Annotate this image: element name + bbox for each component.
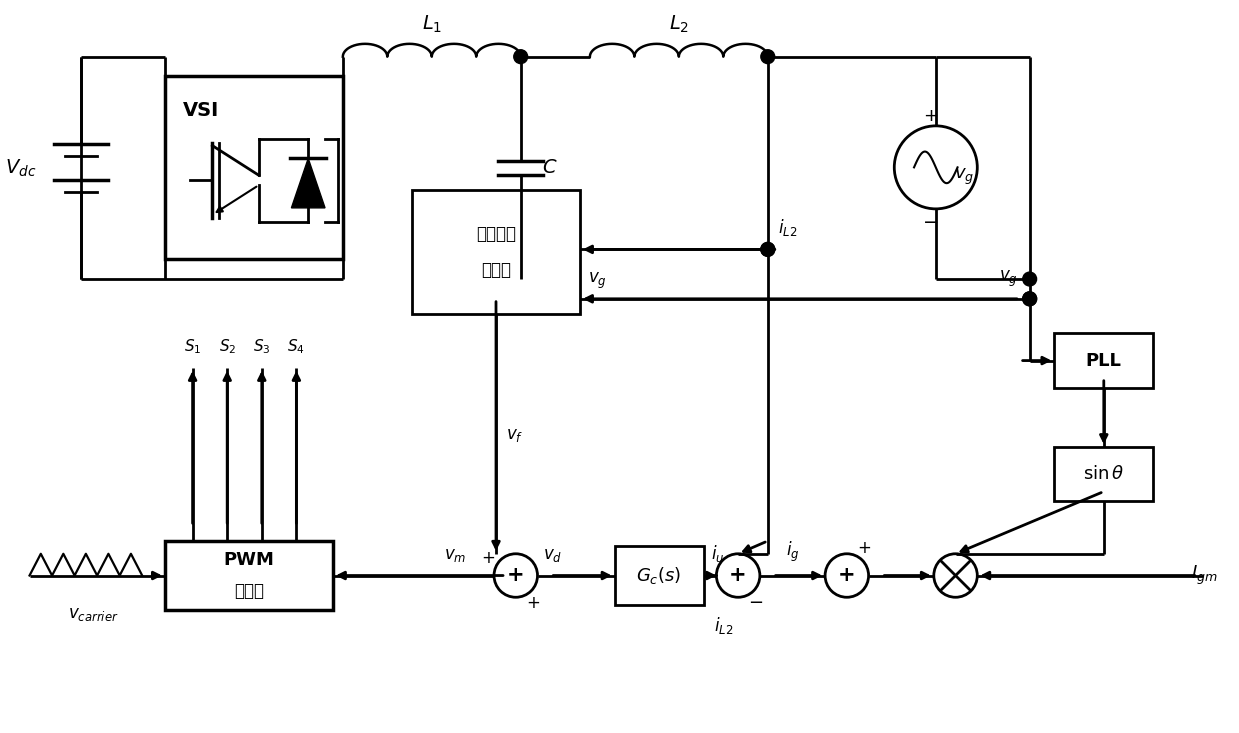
Bar (1054, 334, 1154, 388)
Bar (1054, 447, 1154, 501)
Text: $i_{L2}$: $i_{L2}$ (778, 216, 797, 237)
Circle shape (514, 272, 528, 286)
Text: $v_g$: $v_g$ (589, 270, 607, 291)
Text: $v_g$: $v_g$ (999, 269, 1017, 289)
Text: −: − (923, 213, 939, 232)
Text: $v_m$: $v_m$ (444, 545, 466, 564)
Text: $G_c(s)$: $G_c(s)$ (637, 565, 681, 586)
Circle shape (1022, 292, 1037, 306)
Bar (615, 546, 704, 605)
Text: +: + (857, 539, 871, 557)
Text: 调制器: 调制器 (234, 582, 264, 600)
Text: $S_2$: $S_2$ (218, 337, 235, 356)
Bar (413, 190, 580, 314)
Circle shape (761, 243, 774, 257)
Circle shape (761, 50, 774, 64)
Text: $v_{carrier}$: $v_{carrier}$ (68, 605, 119, 623)
Circle shape (514, 50, 528, 64)
Text: $i_u$: $i_u$ (711, 542, 725, 564)
Text: +: + (923, 107, 938, 125)
Text: VSI: VSI (182, 101, 219, 120)
Circle shape (1022, 292, 1037, 306)
Text: $V_{dc}$: $V_{dc}$ (5, 157, 36, 179)
Text: $i_{L2}$: $i_{L2}$ (714, 615, 733, 636)
Bar (165, 541, 333, 610)
Text: $v_f$: $v_f$ (506, 426, 523, 443)
Text: $v_d$: $v_d$ (544, 545, 563, 564)
Text: −: − (748, 594, 763, 612)
Circle shape (761, 243, 774, 257)
Text: $i_g$: $i_g$ (786, 539, 799, 564)
Text: $C$: $C$ (543, 158, 558, 177)
Text: 估测器: 估测器 (481, 261, 510, 279)
Text: +: + (729, 565, 746, 585)
Text: $L_2$: $L_2$ (669, 14, 689, 35)
Text: PWM: PWM (223, 550, 274, 569)
Text: $S_3$: $S_3$ (253, 337, 270, 356)
Text: +: + (838, 565, 855, 585)
Text: $\sin\theta$: $\sin\theta$ (1083, 465, 1125, 483)
Text: +: + (527, 594, 540, 612)
Text: 前馈信号: 前馈信号 (476, 225, 515, 243)
Text: $L_1$: $L_1$ (421, 14, 442, 35)
Bar (165, 76, 343, 259)
Text: $S_4$: $S_4$ (287, 337, 305, 356)
Circle shape (1022, 272, 1037, 286)
Text: PLL: PLL (1085, 352, 1121, 369)
Text: $v_g$: $v_g$ (954, 167, 974, 188)
Polygon shape (291, 158, 325, 208)
Text: $I_{gm}$: $I_{gm}$ (1191, 564, 1218, 587)
Text: +: + (507, 565, 524, 585)
Text: +: + (481, 549, 496, 567)
Text: $S_1$: $S_1$ (183, 337, 201, 356)
